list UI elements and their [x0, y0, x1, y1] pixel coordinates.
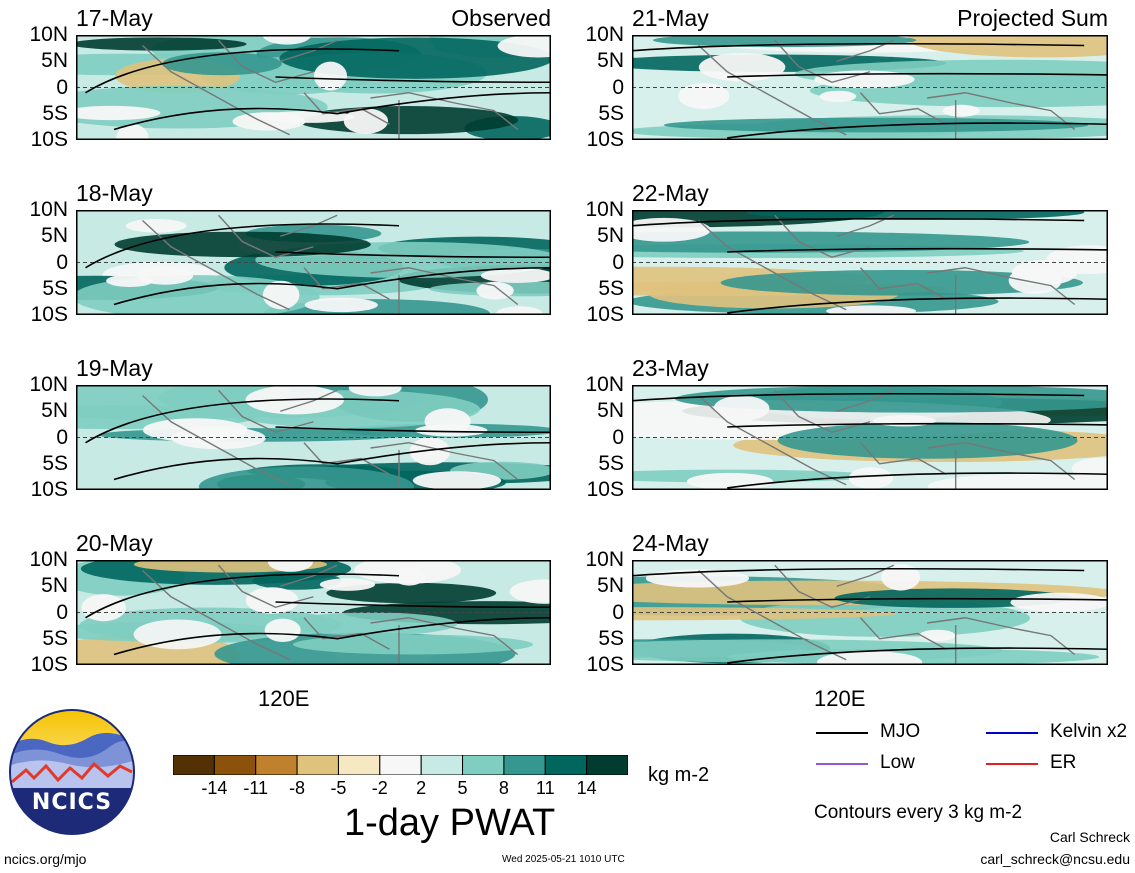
panel-date: 18-May — [76, 180, 153, 206]
logo-text: NCICS — [31, 790, 113, 815]
lat-label: 0 — [56, 250, 68, 274]
lat-label: 10N — [585, 198, 624, 221]
lat-label: 10S — [30, 128, 68, 151]
lat-label: 5N — [41, 399, 68, 423]
lat-label: 5S — [598, 276, 624, 300]
lat-label: 0 — [56, 75, 68, 99]
lat-label: 10N — [585, 373, 624, 396]
legend-line-3 — [986, 763, 1038, 765]
colorbar-swatch — [173, 755, 215, 775]
lat-label: 10N — [585, 548, 624, 571]
lat-label: 10S — [586, 303, 624, 326]
lat-label: 5N — [597, 224, 624, 248]
panel-date: 22-May — [632, 180, 709, 206]
legend-line-2 — [816, 763, 868, 765]
lat-label: 5S — [598, 451, 624, 475]
legend-line-1 — [986, 732, 1038, 734]
x-tick-label-right: 120E — [814, 686, 866, 711]
lat-label: 5N — [597, 49, 624, 73]
lat-label: 5N — [597, 399, 624, 423]
ncics-logo — [9, 709, 135, 835]
colorbar-swatch — [213, 755, 257, 775]
lat-label: 10N — [29, 548, 68, 571]
panel-date: 19-May — [76, 355, 153, 381]
panel-date: 20-May — [76, 530, 153, 556]
lat-label: 0 — [56, 425, 68, 449]
timestamp: Wed 2025-05-21 1010 UTC — [502, 854, 625, 865]
lat-label: 10S — [586, 478, 624, 501]
colorbar — [173, 755, 628, 775]
lat-label: 5S — [42, 626, 68, 650]
lat-label: 10N — [29, 23, 68, 46]
lat-label: 0 — [56, 600, 68, 624]
lat-label: 10N — [29, 373, 68, 396]
panel-date: 17-May — [76, 5, 153, 31]
observed-map-panel — [76, 210, 551, 315]
lat-label: 5N — [41, 574, 68, 598]
colorbar-tick-label: 2 — [416, 778, 427, 798]
lat-label: 0 — [612, 250, 624, 274]
legend-label: Low — [880, 752, 915, 773]
colorbar-tick-label: -14 — [201, 778, 228, 798]
colorbar-tick-label: 8 — [498, 778, 509, 798]
colorbar-swatch — [296, 755, 339, 775]
colorbar-tick-label: -5 — [330, 778, 347, 798]
contours-note: Contours every 3 kg m-2 — [814, 802, 1023, 823]
projected-map-panel — [632, 560, 1108, 665]
lat-label: 5S — [42, 101, 68, 125]
lat-label: 10N — [29, 198, 68, 221]
legend-label: ER — [1050, 752, 1077, 773]
colorbar-swatch — [544, 755, 588, 775]
lat-label: 10S — [30, 653, 68, 676]
legend-label: MJO — [880, 721, 921, 742]
colorbar-tick-label: -8 — [289, 778, 306, 798]
projected-map-panel — [632, 35, 1108, 140]
colorbar-title: 1-day PWAT — [344, 802, 556, 844]
panel-date: 23-May — [632, 355, 709, 381]
lat-label: 5N — [597, 574, 624, 598]
lat-label: 10N — [585, 23, 624, 46]
projected-sum-tag: Projected Sum — [957, 5, 1108, 31]
colorbar-tick-label: 5 — [457, 778, 468, 798]
colorbar-tick-label: -11 — [243, 778, 269, 798]
colorbar-swatch — [337, 755, 381, 775]
colorbar-swatch — [379, 755, 422, 775]
colorbar-swatch — [420, 755, 464, 775]
lat-label: 10S — [586, 653, 624, 676]
x-tick-label-left: 120E — [258, 686, 310, 711]
colorbar-swatch — [462, 755, 505, 775]
colorbar-swatch — [503, 755, 546, 775]
colorbar-tick-label: -2 — [371, 778, 388, 798]
lat-label: 5S — [42, 451, 68, 475]
lat-label: 0 — [612, 75, 624, 99]
colorbar-tick-label: 11 — [535, 778, 555, 798]
projected-map-panel — [632, 385, 1108, 490]
lat-label: 5S — [598, 626, 624, 650]
lat-label: 5S — [42, 276, 68, 300]
author: Carl Schreck — [1049, 829, 1130, 845]
observed-map-panel — [76, 560, 551, 665]
colorbar-swatch — [586, 755, 628, 775]
projected-map-panel — [632, 210, 1108, 315]
legend-line-0 — [816, 732, 868, 734]
lat-label: 5N — [41, 224, 68, 248]
lat-label: 10S — [586, 128, 624, 151]
lat-label: 5S — [598, 101, 624, 125]
colorbar-units: kg m-2 — [648, 764, 710, 786]
colorbar-swatch — [255, 755, 298, 775]
lat-label: 0 — [612, 425, 624, 449]
legend-label: Kelvin x2 — [1050, 721, 1128, 742]
panel-date: 24-May — [632, 530, 709, 556]
panel-date: 21-May — [632, 5, 709, 31]
lat-label: 0 — [612, 600, 624, 624]
lat-label: 10S — [30, 478, 68, 501]
site-url: ncics.org/mjo — [4, 851, 87, 867]
lat-label: 10S — [30, 303, 68, 326]
author-email: carl_schreck@ncsu.edu — [980, 851, 1130, 867]
observed-tag: Observed — [451, 5, 551, 31]
observed-map-panel — [76, 385, 551, 490]
colorbar-tick-label: 14 — [576, 778, 597, 798]
lat-label: 5N — [41, 49, 68, 73]
observed-map-panel — [76, 35, 551, 140]
